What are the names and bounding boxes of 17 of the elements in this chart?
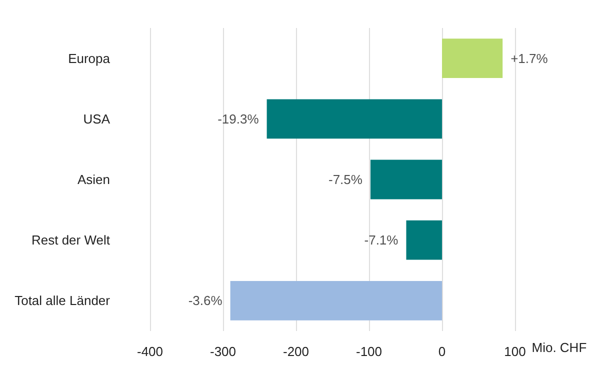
annotation: -7.1%	[364, 232, 399, 248]
x-tick-label: -100	[356, 344, 382, 359]
y-tick-label: Asien	[77, 172, 110, 187]
y-tick-label: USA	[83, 111, 110, 126]
annotation: -19.3%	[218, 111, 260, 126]
y-tick-label: Rest der Welt	[31, 232, 110, 248]
x-tick-label: 0	[438, 344, 446, 359]
annotation: +1.7%	[510, 50, 548, 66]
x-axis-title: Mio. CHF	[532, 340, 587, 355]
y-tick-label: Total alle Länder	[14, 293, 111, 308]
y-tick-label: Europa	[68, 50, 111, 66]
x-tick-label: 100	[504, 344, 526, 359]
x-tick-label: -300	[210, 344, 236, 359]
annotation: -7.5%	[328, 172, 363, 187]
annotation: -3.6%	[188, 293, 223, 308]
x-tick-label: -400	[136, 344, 164, 359]
x-tick-label: -200	[282, 344, 310, 359]
